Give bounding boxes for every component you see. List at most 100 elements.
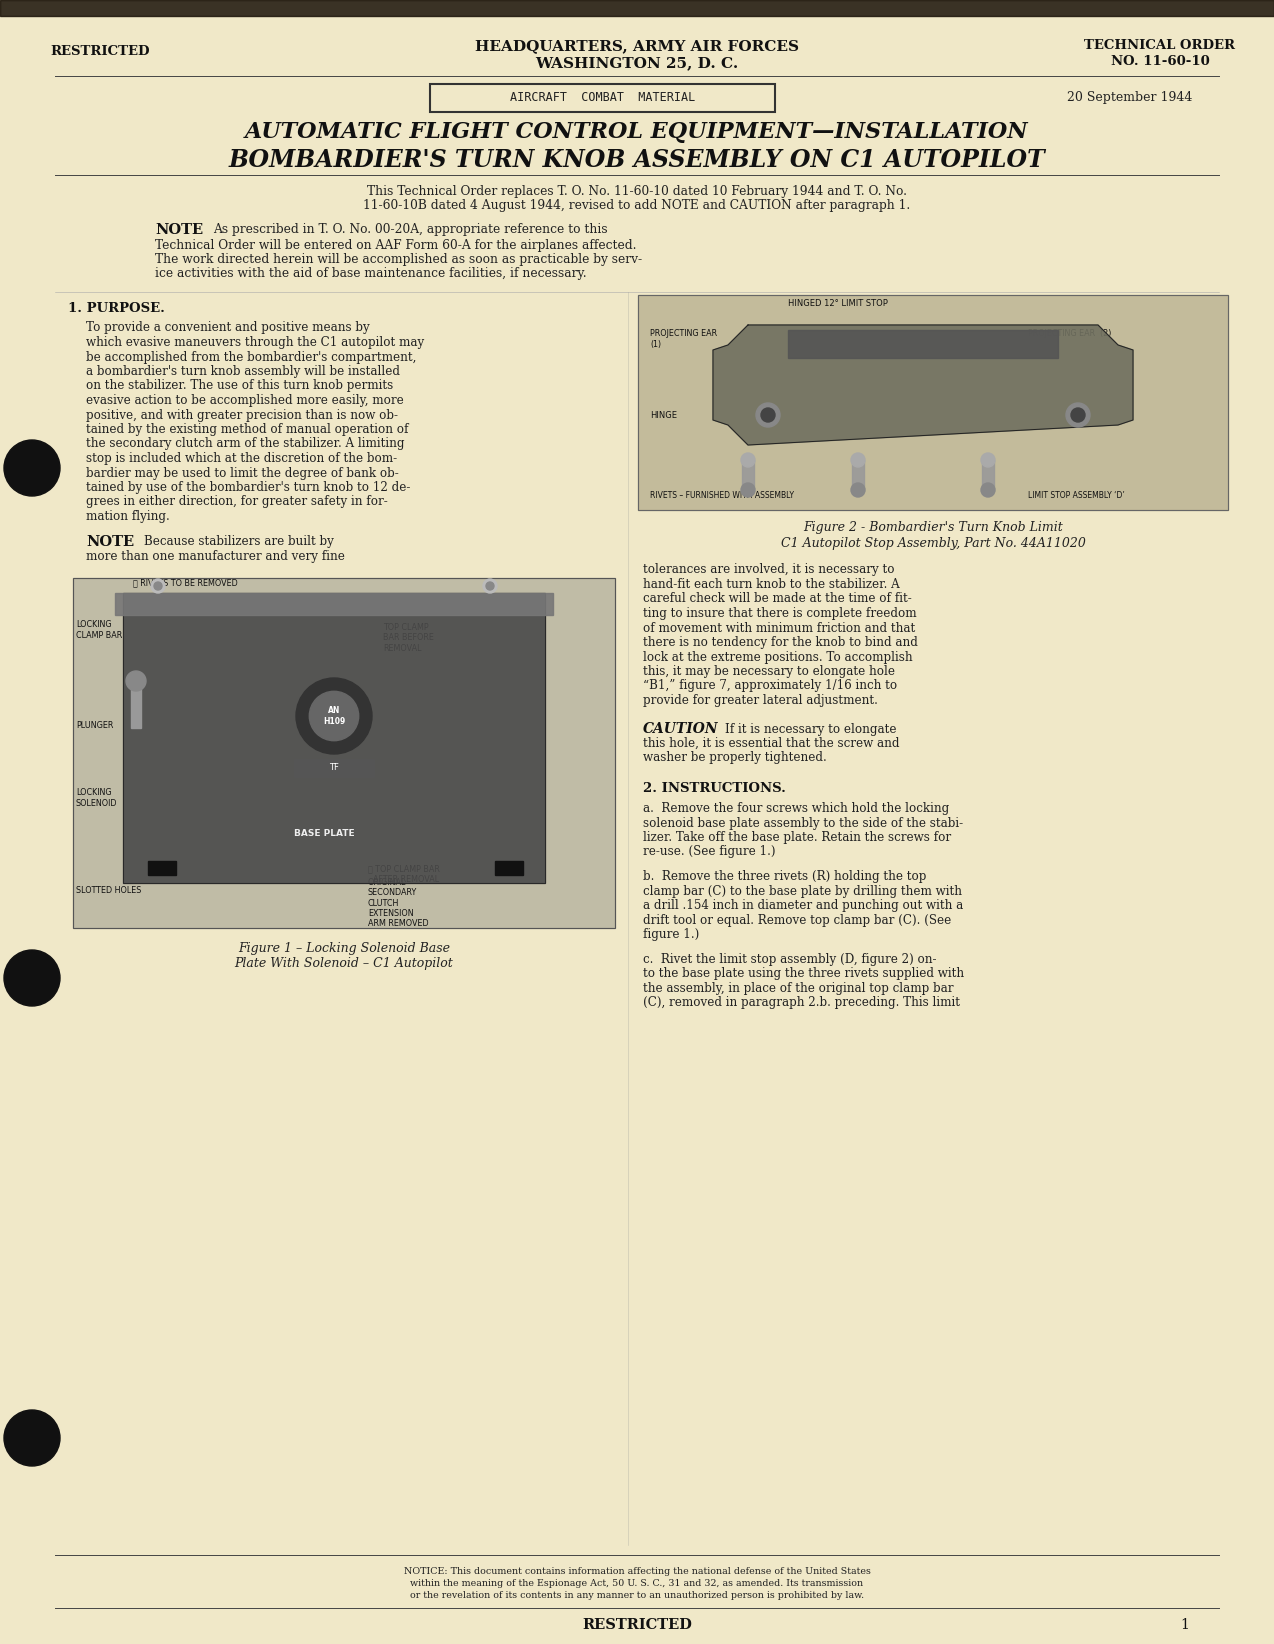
- Text: c.  Rivet the limit stop assembly (D, figure 2) on-: c. Rivet the limit stop assembly (D, fig…: [643, 952, 936, 965]
- Text: tolerances are involved, it is necessary to: tolerances are involved, it is necessary…: [643, 564, 894, 577]
- Circle shape: [755, 403, 780, 427]
- Circle shape: [485, 582, 494, 590]
- Text: the assembly, in place of the original top clamp bar: the assembly, in place of the original t…: [643, 981, 953, 995]
- Text: tained by use of the bombardier's turn knob to 12 de-: tained by use of the bombardier's turn k…: [87, 482, 410, 493]
- Text: mation flying.: mation flying.: [87, 510, 169, 523]
- Circle shape: [296, 677, 372, 755]
- Text: be accomplished from the bombardier's compartment,: be accomplished from the bombardier's co…: [87, 350, 417, 363]
- Text: lock at the extreme positions. To accomplish: lock at the extreme positions. To accomp…: [643, 651, 912, 664]
- Text: provide for greater lateral adjustment.: provide for greater lateral adjustment.: [643, 694, 878, 707]
- Text: (C), removed in paragraph 2.b. preceding. This limit: (C), removed in paragraph 2.b. preceding…: [643, 996, 961, 1009]
- Text: WASHINGTON 25, D. C.: WASHINGTON 25, D. C.: [535, 56, 739, 71]
- Text: Ⓡ RIVETS TO BE REMOVED: Ⓡ RIVETS TO BE REMOVED: [132, 579, 238, 587]
- Text: a bombardier's turn knob assembly will be installed: a bombardier's turn knob assembly will b…: [87, 365, 400, 378]
- Text: PROJECTING EAR  (2): PROJECTING EAR (2): [1028, 329, 1111, 337]
- Text: ORIGINAL
SECONDARY
CLUTCH
EXTENSION
ARM REMOVED: ORIGINAL SECONDARY CLUTCH EXTENSION ARM …: [368, 878, 428, 929]
- Text: (1): (1): [650, 340, 661, 350]
- Text: RESTRICTED: RESTRICTED: [582, 1618, 692, 1632]
- Text: To provide a convenient and positive means by: To provide a convenient and positive mea…: [87, 322, 369, 334]
- Text: This Technical Order replaces T. O. No. 11-60-10 dated 10 February 1944 and T. O: This Technical Order replaces T. O. No. …: [367, 186, 907, 199]
- Circle shape: [4, 441, 60, 496]
- Text: BASE PLATE: BASE PLATE: [294, 829, 354, 837]
- Bar: [982, 460, 994, 490]
- Circle shape: [851, 483, 865, 496]
- Text: Figure 1 – Locking Solenoid Base: Figure 1 – Locking Solenoid Base: [238, 942, 450, 955]
- Text: HEADQUARTERS, ARMY AIR FORCES: HEADQUARTERS, ARMY AIR FORCES: [475, 39, 799, 53]
- Text: HINGE: HINGE: [650, 411, 676, 419]
- Text: NOTE: NOTE: [155, 224, 203, 237]
- Text: Because stabilizers are built by: Because stabilizers are built by: [144, 536, 334, 549]
- Text: CAUTION: CAUTION: [643, 722, 719, 737]
- Text: 1: 1: [1181, 1618, 1190, 1632]
- Text: Ⓡ TOP CLAMP BAR
  AFTER REMOVAL: Ⓡ TOP CLAMP BAR AFTER REMOVAL: [368, 865, 440, 884]
- Text: TOP CLAMP
BAR BEFORE
REMOVAL: TOP CLAMP BAR BEFORE REMOVAL: [383, 623, 434, 653]
- Text: to the base plate using the three rivets supplied with: to the base plate using the three rivets…: [643, 967, 964, 980]
- Circle shape: [761, 408, 775, 423]
- Text: this hole, it is essential that the screw and: this hole, it is essential that the scre…: [643, 737, 899, 750]
- Bar: [789, 330, 1057, 358]
- Circle shape: [152, 579, 166, 593]
- Text: LOCKING
CLAMP BAR: LOCKING CLAMP BAR: [76, 620, 122, 640]
- Bar: [0, 0, 1274, 16]
- Text: solenoid base plate assembly to the side of the stabi-: solenoid base plate assembly to the side…: [643, 817, 963, 830]
- Bar: [148, 861, 176, 875]
- Bar: [431, 84, 775, 112]
- Circle shape: [154, 582, 162, 590]
- Text: 20 September 1944: 20 September 1944: [1068, 92, 1192, 105]
- Circle shape: [310, 690, 359, 741]
- Text: evasive action to be accomplished more easily, more: evasive action to be accomplished more e…: [87, 395, 404, 408]
- Text: The work directed herein will be accomplished as soon as practicable by serv-: The work directed herein will be accompl…: [155, 253, 642, 265]
- Text: As prescribed in T. O. No. 00-20A, appropriate reference to this: As prescribed in T. O. No. 00-20A, appro…: [213, 224, 608, 237]
- Text: more than one manufacturer and very fine: more than one manufacturer and very fine: [87, 551, 345, 562]
- Text: LOCKING
SOLENOID: LOCKING SOLENOID: [76, 789, 117, 807]
- Text: LIMIT STOP ASSEMBLY ‘D’: LIMIT STOP ASSEMBLY ‘D’: [1028, 490, 1125, 500]
- Text: HINGED 12° LIMIT STOP: HINGED 12° LIMIT STOP: [789, 299, 888, 307]
- Text: which evasive maneuvers through the C1 autopilot may: which evasive maneuvers through the C1 a…: [87, 335, 424, 349]
- Polygon shape: [713, 326, 1133, 446]
- Text: If it is necessary to elongate: If it is necessary to elongate: [725, 722, 897, 735]
- Text: 11-60-10B dated 4 August 1944, revised to add NOTE and CAUTION after paragraph 1: 11-60-10B dated 4 August 1944, revised t…: [363, 199, 911, 212]
- Text: figure 1.): figure 1.): [643, 927, 699, 940]
- Bar: [73, 579, 615, 927]
- Text: within the meaning of the Espionage Act, 50 U. S. C., 31 and 32, as amended. Its: within the meaning of the Espionage Act,…: [410, 1578, 864, 1588]
- Text: Figure 2 - Bombardier's Turn Knob Limit: Figure 2 - Bombardier's Turn Knob Limit: [803, 521, 1063, 534]
- Text: RESTRICTED: RESTRICTED: [50, 46, 150, 59]
- Bar: [638, 294, 1228, 510]
- Bar: [124, 593, 545, 883]
- Text: clamp bar (C) to the base plate by drilling them with: clamp bar (C) to the base plate by drill…: [643, 884, 962, 898]
- Text: bardier may be used to limit the degree of bank ob-: bardier may be used to limit the degree …: [87, 467, 399, 480]
- Bar: [73, 579, 615, 927]
- Text: TECHNICAL ORDER: TECHNICAL ORDER: [1084, 39, 1236, 53]
- Bar: [124, 593, 545, 883]
- Text: of movement with minimum friction and that: of movement with minimum friction and th…: [643, 621, 915, 635]
- Text: ting to insure that there is complete freedom: ting to insure that there is complete fr…: [643, 607, 916, 620]
- Text: SLOTTED HOLES: SLOTTED HOLES: [76, 886, 141, 894]
- Bar: [115, 593, 553, 615]
- Circle shape: [483, 579, 497, 593]
- Text: tained by the existing method of manual operation of: tained by the existing method of manual …: [87, 423, 409, 436]
- Text: hand-fit each turn knob to the stabilizer. A: hand-fit each turn knob to the stabilize…: [643, 579, 899, 590]
- Circle shape: [1071, 408, 1085, 423]
- Text: drift tool or equal. Remove top clamp bar (C). (See: drift tool or equal. Remove top clamp ba…: [643, 914, 952, 927]
- Circle shape: [741, 454, 755, 467]
- Text: a.  Remove the four screws which hold the locking: a. Remove the four screws which hold the…: [643, 802, 949, 815]
- Text: BOMBARDIER'S TURN KNOB ASSEMBLY ON C1 AUTOPILOT: BOMBARDIER'S TURN KNOB ASSEMBLY ON C1 AU…: [228, 148, 1046, 173]
- Text: a drill .154 inch in diameter and punching out with a: a drill .154 inch in diameter and punchi…: [643, 899, 963, 912]
- Text: b.  Remove the three rivets (R) holding the top: b. Remove the three rivets (R) holding t…: [643, 870, 926, 883]
- Text: Plate With Solenoid – C1 Autopilot: Plate With Solenoid – C1 Autopilot: [234, 957, 454, 970]
- Text: the secondary clutch arm of the stabilizer. A limiting: the secondary clutch arm of the stabiliz…: [87, 437, 405, 450]
- Text: stop is included which at the discretion of the bom-: stop is included which at the discretion…: [87, 452, 397, 465]
- Text: re-use. (See figure 1.): re-use. (See figure 1.): [643, 845, 776, 858]
- Circle shape: [981, 483, 995, 496]
- Text: on the stabilizer. The use of this turn knob permits: on the stabilizer. The use of this turn …: [87, 380, 394, 393]
- Text: 2. INSTRUCTIONS.: 2. INSTRUCTIONS.: [643, 783, 786, 796]
- Text: AIRCRAFT  COMBAT  MATERIAL: AIRCRAFT COMBAT MATERIAL: [510, 92, 696, 105]
- Text: ice activities with the aid of base maintenance facilities, if necessary.: ice activities with the aid of base main…: [155, 266, 586, 279]
- Text: washer be properly tightened.: washer be properly tightened.: [643, 751, 827, 764]
- Text: AN
H109: AN H109: [322, 707, 345, 725]
- Text: C1 Autopilot Stop Assembly, Part No. 44A11020: C1 Autopilot Stop Assembly, Part No. 44A…: [781, 536, 1085, 549]
- Text: PROJECTING EAR: PROJECTING EAR: [650, 329, 717, 337]
- Text: 1. PURPOSE.: 1. PURPOSE.: [68, 301, 164, 314]
- Circle shape: [1066, 403, 1091, 427]
- Text: NO. 11-60-10: NO. 11-60-10: [1111, 56, 1209, 69]
